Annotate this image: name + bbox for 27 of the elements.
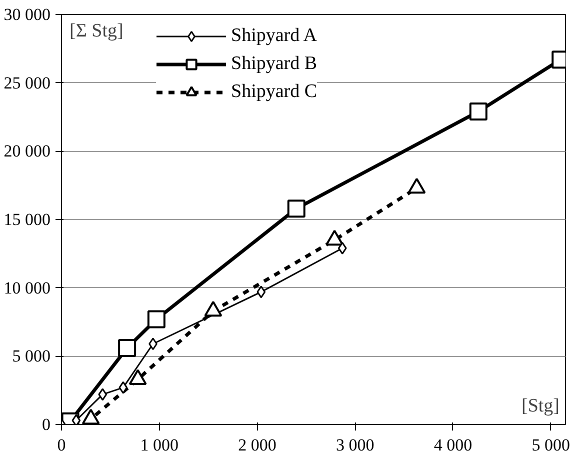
point	[118, 338, 136, 357]
legend-label: Shipyard B	[231, 53, 318, 75]
legend-label: Shipyard C	[231, 81, 318, 103]
x-tick-label: 3 000	[336, 436, 374, 454]
point	[72, 414, 81, 424]
y-tick-label: 20 000	[4, 142, 50, 161]
y-tick-label: 5 000	[12, 346, 50, 366]
x-tick-label: 1 000	[140, 436, 178, 454]
point	[469, 102, 488, 121]
y-tick-label: 0	[42, 415, 50, 434]
point	[118, 381, 128, 394]
point	[147, 310, 166, 328]
x-axis-title: [Stg]	[522, 396, 560, 416]
y-tick-label: 30 000	[4, 5, 50, 24]
point	[98, 388, 108, 401]
y-tick-label: 15 000	[4, 210, 50, 229]
point	[338, 242, 347, 254]
y-axis-title: [Σ Stg]	[70, 20, 124, 42]
legend-label: Shipyard A	[231, 25, 318, 47]
x-tick-label: 0	[57, 436, 66, 454]
point	[287, 200, 306, 218]
x-tick-label: 2 000	[238, 436, 276, 454]
y-tick-label: 10 000	[4, 278, 50, 298]
x-tick-label: 5 000	[532, 436, 570, 454]
y-tick-label: 25 000	[4, 73, 50, 92]
point	[256, 286, 266, 298]
x-tick-label: 4 000	[434, 436, 472, 454]
